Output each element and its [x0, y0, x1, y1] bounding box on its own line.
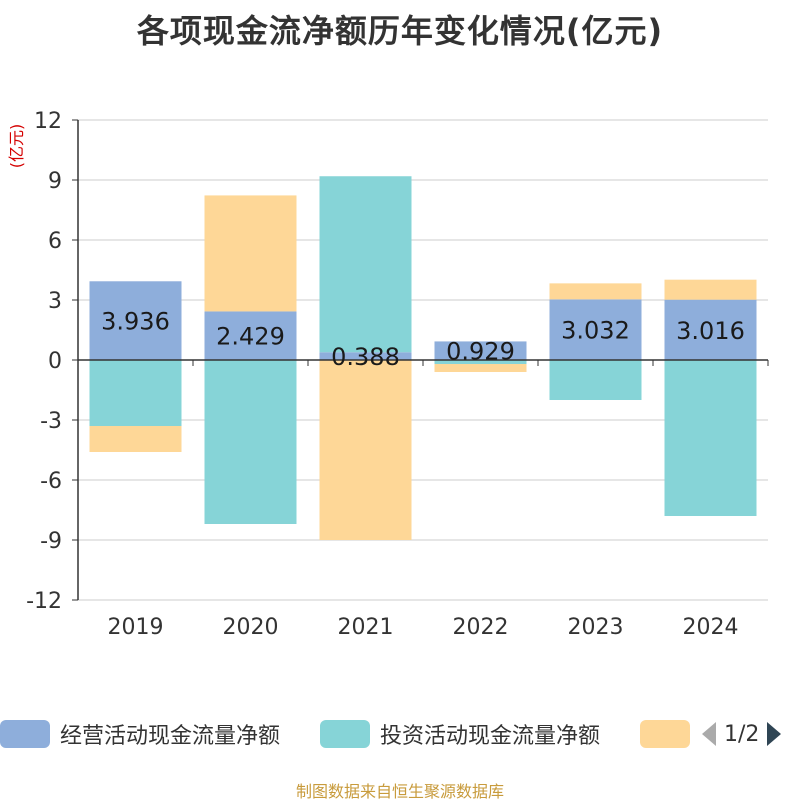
bar-investing-2021 — [319, 176, 412, 353]
chart-title: 各项现金流净额历年变化情况(亿元) — [136, 12, 664, 50]
y-tick-label: -6 — [40, 469, 62, 494]
data-source-footer: 制图数据来自恒生聚源数据库 — [295, 782, 504, 801]
legend-item-investing[interactable]: 投资活动现金流量净额 — [320, 716, 600, 752]
data-label-operating-2022: 0.929 — [446, 338, 515, 366]
legend-item-operating[interactable]: 经营活动现金流量净额 — [0, 716, 280, 752]
bar-investing-2020 — [204, 360, 297, 524]
legend-label-operating: 经营活动现金流量净额 — [60, 724, 281, 749]
y-tick-label: 6 — [48, 229, 62, 254]
data-label-operating-2023: 3.032 — [561, 317, 630, 345]
data-label-operating-2024: 3.016 — [676, 317, 745, 345]
y-tick-label: -12 — [26, 589, 62, 614]
bar-investing-2019 — [89, 360, 182, 426]
x-tick-label: 2021 — [338, 615, 394, 640]
legend: 经营活动现金流量净额 投资活动现金流量净额 — [0, 716, 800, 756]
y-tick-label: 0 — [48, 349, 62, 374]
legend-item-financing[interactable] — [640, 716, 700, 752]
bar-operating-2023 — [549, 299, 642, 360]
legend-swatch-investing — [320, 720, 370, 748]
legend-swatch-operating — [0, 720, 50, 748]
bar-financing-2023 — [549, 283, 642, 300]
cash-flow-chart: 12 9 6 3 0 -3 -6 -9 -12 (亿元) 2019 2020 2021 2022 2023 2… — [7, 109, 769, 640]
x-tick-label: 2023 — [568, 615, 624, 640]
legend-swatch-financing — [640, 720, 690, 748]
bar-operating-2019 — [89, 281, 182, 360]
x-tick-label: 2022 — [453, 615, 509, 640]
x-tick-label: 2019 — [108, 615, 164, 640]
bar-financing-2020 — [204, 195, 297, 312]
bar-financing-2019 — [89, 426, 182, 452]
bar-operating-2024 — [664, 299, 757, 360]
y-tick-label: 3 — [48, 289, 62, 314]
bar-investing-2024 — [664, 360, 757, 516]
bar-financing-2024 — [664, 279, 757, 300]
triangle-left-icon[interactable] — [700, 720, 718, 748]
bar-operating-2021 — [319, 352, 412, 360]
x-tick-label: 2020 — [223, 615, 279, 640]
legend-page-indicator: 1/2 — [724, 721, 760, 747]
y-tick-label: 9 — [48, 169, 62, 194]
bar-financing-2022 — [434, 364, 527, 372]
bar-operating-2022 — [434, 341, 527, 360]
triangle-right-icon[interactable] — [765, 720, 783, 748]
legend-pager: 1/2 — [700, 716, 800, 752]
bar-investing-2023 — [549, 360, 642, 400]
bar-financing-2021 — [319, 360, 412, 540]
y-unit-label: (亿元) — [7, 124, 26, 169]
bar-investing-2022 — [434, 360, 527, 364]
data-label-operating-2021: 0.388 — [331, 343, 400, 371]
data-label-operating-2020: 2.429 — [216, 323, 285, 351]
y-tick-label: -9 — [40, 529, 62, 554]
bar-operating-2020 — [204, 311, 297, 360]
legend-label-investing: 投资活动现金流量净额 — [380, 724, 601, 749]
y-tick-label: -3 — [40, 409, 62, 434]
y-tick-label: 12 — [34, 109, 62, 134]
x-tick-label: 2024 — [683, 615, 739, 640]
data-label-operating-2019: 3.936 — [101, 308, 170, 336]
